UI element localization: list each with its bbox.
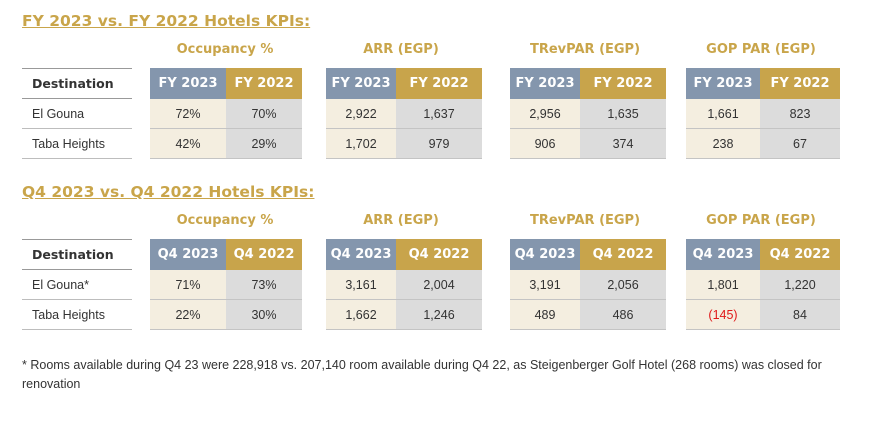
q4-arr-title: ARR (EGP) — [363, 213, 439, 228]
fy-section-title: FY 2023 vs. FY 2022 Hotels KPIs: — [22, 12, 311, 30]
q4-section-title: Q4 2023 vs. Q4 2022 Hotels KPIs: — [22, 183, 315, 201]
fy-arr-el-gouna-cur: 2,922 — [326, 99, 396, 129]
q4-goppar-cur-header: Q4 2023 — [686, 239, 760, 270]
q4-goppar-taba-cur-negative: (145) — [686, 300, 760, 330]
fy-goppar-el-gouna-cur: 1,661 — [686, 99, 760, 129]
q4-trevpar-title: TRevPAR (EGP) — [529, 213, 641, 228]
q4-destination-taba-heights: Taba Heights — [22, 300, 132, 330]
q4-goppar-el-gouna-prev: 1,220 — [760, 270, 840, 300]
q4-trevpar-taba-cur: 489 — [510, 300, 580, 330]
q4-arr-prev-header: Q4 2022 — [396, 239, 482, 270]
q4-destination-el-gouna: El Gouna* — [22, 270, 132, 300]
footnote: * Rooms available during Q4 23 were 228,… — [22, 358, 822, 391]
q4-arr-el-gouna-prev: 2,004 — [396, 270, 482, 300]
q4-trevpar-prev-header: Q4 2022 — [580, 239, 666, 270]
q4-arr-taba-cur: 1,662 — [326, 300, 396, 330]
fy-trevpar-el-gouna-cur: 2,956 — [510, 99, 580, 129]
fy-arr-title: ARR (EGP) — [363, 42, 439, 57]
fy-trevpar-title: TRevPAR (EGP) — [529, 42, 641, 57]
q4-trevpar-cur-header: Q4 2023 — [510, 239, 580, 270]
q4-trevpar-el-gouna-prev: 2,056 — [580, 270, 666, 300]
q4-trevpar-taba-prev: 486 — [580, 300, 666, 330]
q4-occupancy-cur-header: Q4 2023 — [150, 239, 226, 270]
q4-destination-header: Destination — [22, 239, 132, 270]
fy-arr-prev-header: FY 2022 — [396, 68, 482, 99]
fy-destination-header: Destination — [22, 68, 132, 99]
fy-arr-taba-prev: 979 — [396, 129, 482, 159]
q4-occupancy-el-gouna-cur: 71% — [150, 270, 226, 300]
fy-occupancy-taba-cur: 42% — [150, 129, 226, 159]
fy-goppar-cur-header: FY 2023 — [686, 68, 760, 99]
fy-goppar-title: GOP PAR (EGP) — [706, 42, 816, 57]
q4-arr-cur-header: Q4 2023 — [326, 239, 396, 270]
q4-occupancy-title: Occupancy % — [176, 213, 274, 228]
fy-goppar-taba-prev: 67 — [760, 129, 840, 159]
q4-goppar-title: GOP PAR (EGP) — [706, 213, 816, 228]
q4-trevpar-el-gouna-cur: 3,191 — [510, 270, 580, 300]
q4-goppar-taba-prev: 84 — [760, 300, 840, 330]
fy-goppar-prev-header: FY 2022 — [760, 68, 840, 99]
fy-goppar-taba-cur: 238 — [686, 129, 760, 159]
fy-trevpar-prev-header: FY 2022 — [580, 68, 666, 99]
q4-goppar-prev-header: Q4 2022 — [760, 239, 840, 270]
fy-destination-el-gouna: El Gouna — [22, 99, 132, 129]
fy-occupancy-taba-prev: 29% — [226, 129, 302, 159]
fy-trevpar-taba-prev: 374 — [580, 129, 666, 159]
fy-trevpar-el-gouna-prev: 1,635 — [580, 99, 666, 129]
fy-goppar-el-gouna-prev: 823 — [760, 99, 840, 129]
q4-occupancy-prev-header: Q4 2022 — [226, 239, 302, 270]
q4-occupancy-el-gouna-prev: 73% — [226, 270, 302, 300]
fy-occupancy-el-gouna-prev: 70% — [226, 99, 302, 129]
fy-trevpar-cur-header: FY 2023 — [510, 68, 580, 99]
fy-trevpar-taba-cur: 906 — [510, 129, 580, 159]
fy-arr-taba-cur: 1,702 — [326, 129, 396, 159]
q4-occupancy-taba-prev: 30% — [226, 300, 302, 330]
fy-arr-el-gouna-prev: 1,637 — [396, 99, 482, 129]
fy-destination-taba-heights: Taba Heights — [22, 129, 132, 159]
fy-occupancy-prev-header: FY 2022 — [226, 68, 302, 99]
q4-goppar-el-gouna-cur: 1,801 — [686, 270, 760, 300]
q4-arr-taba-prev: 1,246 — [396, 300, 482, 330]
fy-occupancy-cur-header: FY 2023 — [150, 68, 226, 99]
fy-occupancy-el-gouna-cur: 72% — [150, 99, 226, 129]
q4-occupancy-taba-cur: 22% — [150, 300, 226, 330]
q4-arr-el-gouna-cur: 3,161 — [326, 270, 396, 300]
fy-occupancy-title: Occupancy % — [176, 42, 274, 57]
fy-arr-cur-header: FY 2023 — [326, 68, 396, 99]
